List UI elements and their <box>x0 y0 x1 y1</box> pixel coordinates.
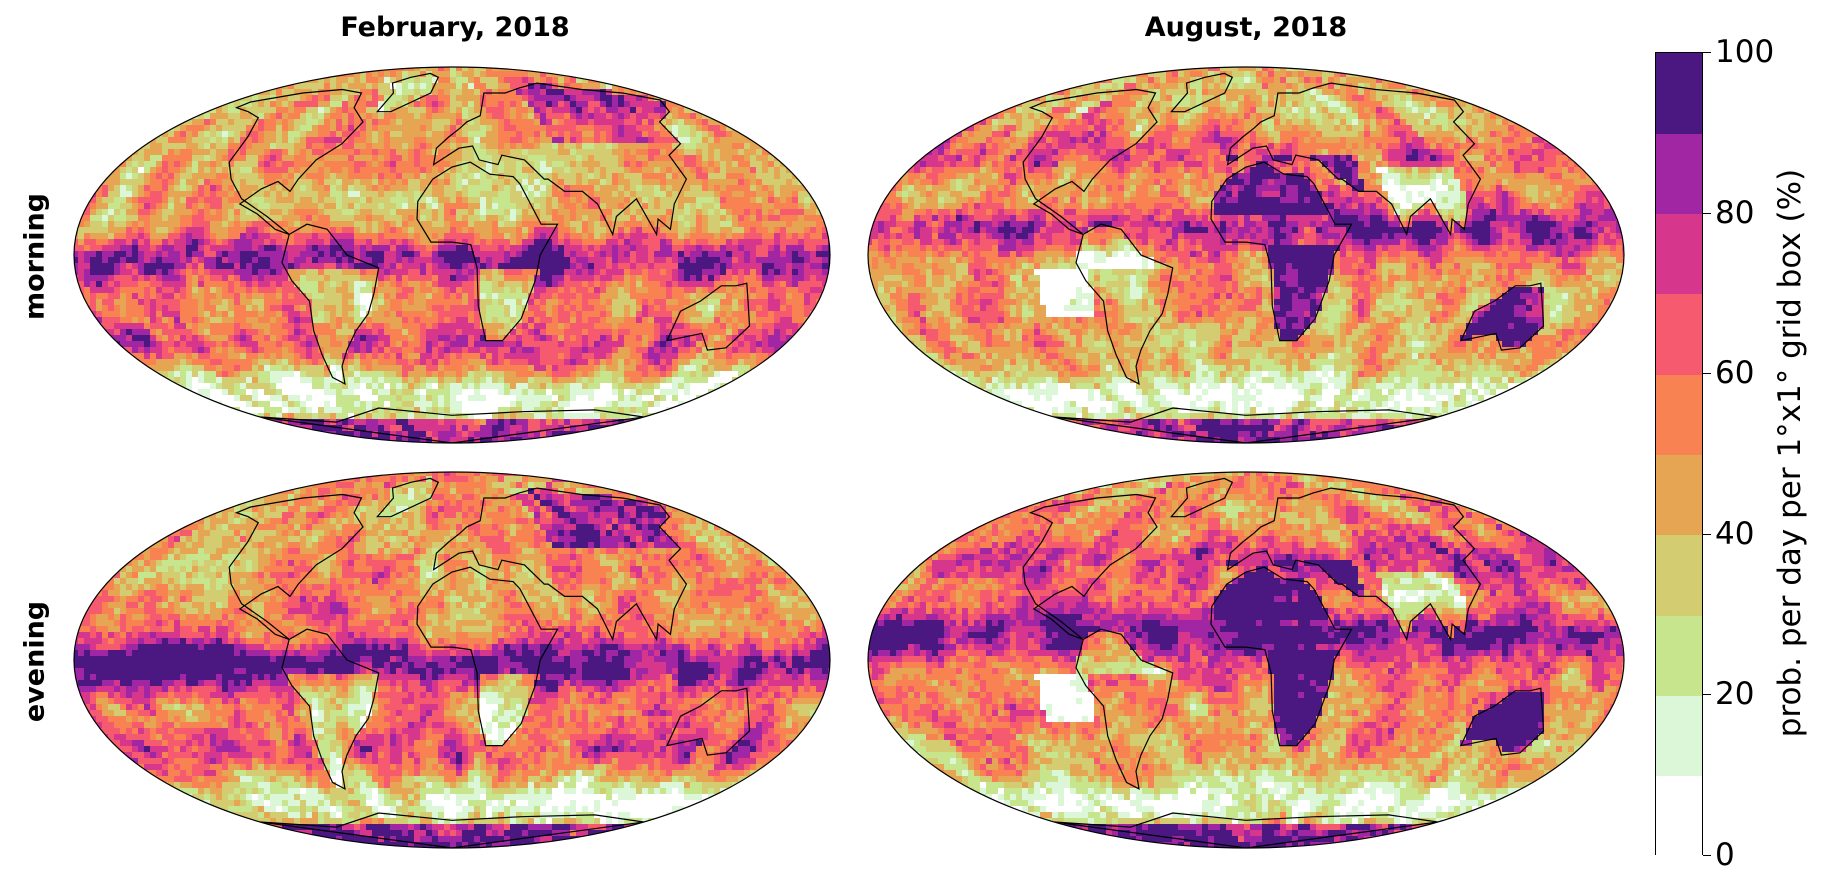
colorbar-step <box>1656 775 1702 857</box>
coastline-africa <box>416 161 559 342</box>
coastline-australia <box>1459 282 1545 351</box>
coastline-antarctica <box>260 812 644 848</box>
column-title-february: February, 2018 <box>175 12 735 43</box>
map-svg <box>73 471 831 849</box>
colorbar <box>1655 52 1703 857</box>
coastline-greenland <box>1169 72 1234 113</box>
probability-field <box>74 472 830 848</box>
coastline-eurasia <box>1226 487 1482 642</box>
coastlines <box>1022 477 1545 848</box>
colorbar-tick-label: 100 <box>1715 37 1774 68</box>
colorbar-tick <box>1703 52 1711 53</box>
map-panel-august-morning <box>866 65 1626 445</box>
coastline-namerica <box>1022 493 1158 640</box>
coastline-australia <box>665 687 751 756</box>
coastline-greenland <box>1169 477 1234 518</box>
row-label-morning: morning <box>20 157 51 357</box>
coastline-namerica <box>228 88 364 235</box>
colorbar-tick <box>1703 373 1711 375</box>
map-panel-august-evening <box>866 470 1626 850</box>
coastline-greenland <box>375 72 440 113</box>
row-label-evening: evening <box>20 562 51 762</box>
colorbar-tick <box>1703 212 1711 214</box>
column-title-august: August, 2018 <box>966 12 1526 43</box>
coastline-antarctica <box>1054 407 1438 443</box>
map-svg <box>867 66 1625 444</box>
colorbar-step <box>1656 213 1702 295</box>
map-panel-february-evening <box>72 470 832 850</box>
colorbar-step <box>1656 133 1702 215</box>
map-panel-february-morning <box>72 65 832 445</box>
coastline-samerica <box>281 223 380 385</box>
map-svg <box>73 66 831 444</box>
coastline-samerica <box>1075 628 1174 790</box>
colorbar-step <box>1656 374 1702 455</box>
colorbar-step <box>1656 454 1702 536</box>
colorbar-step <box>1656 615 1702 696</box>
map-border <box>867 66 1625 444</box>
coastline-africa <box>416 566 559 747</box>
coastlines <box>228 72 751 443</box>
colorbar-tick-label: 80 <box>1715 197 1754 229</box>
map-svg <box>867 471 1625 849</box>
colorbar-title: prob. per day per 1°x1° grid box (%) <box>1772 169 1808 737</box>
colorbar-step <box>1656 53 1702 134</box>
coastline-eurasia <box>1226 82 1482 237</box>
coastline-samerica <box>281 628 380 790</box>
coastline-antarctica <box>1054 812 1438 848</box>
probability-field <box>868 472 1624 848</box>
colorbar-tick-label: 40 <box>1715 518 1754 550</box>
coastline-namerica <box>228 493 364 640</box>
colorbar-step <box>1656 534 1702 616</box>
coastline-antarctica <box>260 407 644 443</box>
map-border <box>867 471 1625 849</box>
map-border <box>73 66 831 444</box>
coastlines <box>1022 72 1545 443</box>
colorbar-tick <box>1703 855 1711 856</box>
coastline-greenland <box>375 477 440 518</box>
colorbar-tick-label: 60 <box>1715 358 1754 389</box>
coastline-eurasia <box>432 487 688 642</box>
colorbar-step <box>1656 293 1702 375</box>
coastlines <box>228 477 751 848</box>
coastline-australia <box>1459 687 1545 756</box>
coastline-australia <box>665 282 751 351</box>
colorbar-tick-label: 20 <box>1715 679 1754 710</box>
colorbar-tick <box>1703 694 1711 696</box>
coastline-samerica <box>1075 223 1174 385</box>
map-border <box>73 471 831 849</box>
coastline-namerica <box>1022 88 1158 235</box>
colorbar-tick <box>1703 533 1711 535</box>
coastline-eurasia <box>432 82 688 237</box>
colorbar-step <box>1656 695 1702 777</box>
coastline-africa <box>1210 161 1353 342</box>
colorbar-tick-label: 0 <box>1715 840 1735 871</box>
coastline-africa <box>1210 566 1353 747</box>
